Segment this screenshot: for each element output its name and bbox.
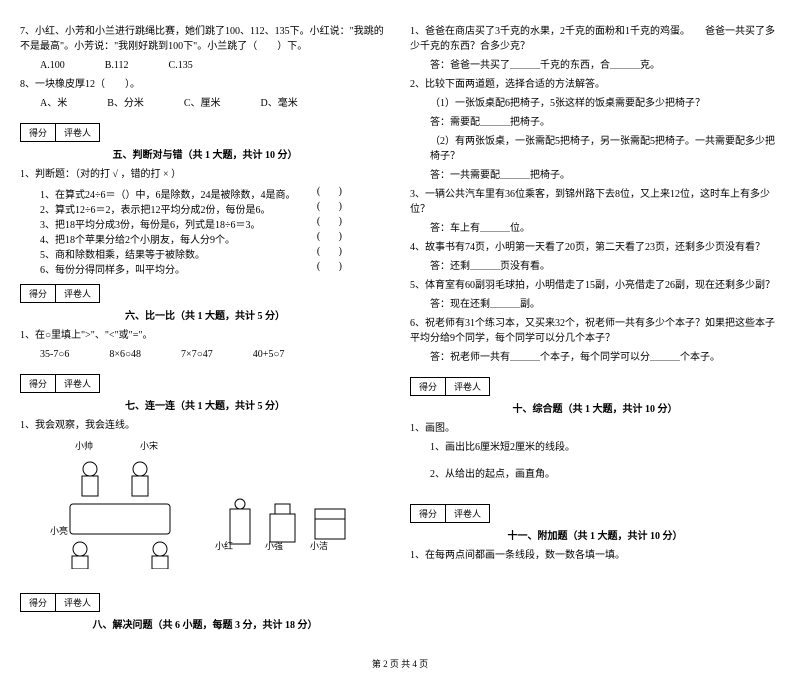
composite-1-2: 2、从给出的起点，画直角。	[410, 467, 780, 482]
problem-2-2-answer: 答：一共需要配＿＿＿把椅子。	[410, 168, 780, 183]
score-box: 得分 评卷人	[20, 593, 100, 612]
score-box: 得分 评卷人	[410, 504, 490, 523]
name-label: 小亮	[50, 524, 68, 537]
score-label: 得分	[21, 375, 56, 392]
question-8: 8、一块橡皮厚12（ ）。	[20, 77, 390, 92]
judge-item: 2、算式12÷6＝2，表示把12平均分成2份，每份是6。	[40, 201, 271, 216]
grader-label: 评卷人	[56, 594, 99, 611]
name-label: 小宋	[140, 439, 158, 452]
problem-1: 1、爸爸在商店买了3千克的水果，2千克的面粉和1千克的鸡蛋。 爸爸一共买了多少千…	[410, 24, 780, 54]
question-8-options: A、米 B、分米 C、厘米 D、毫米	[20, 96, 390, 111]
problem-4: 4、故事书有74页，小明第一天看了20页，第二天看了23页，还剩多少页没有看？	[410, 240, 780, 255]
judge-item: 3、把18平均分成3份，每份是6，列式是18÷6＝3。	[40, 216, 261, 231]
problem-5: 5、体育室有60副羽毛球拍，小明借走了15副，小亮借走了26副，现在还剩多少副？	[410, 278, 780, 293]
problem-2-1: （1）一张饭桌配6把椅子，5张这样的饭桌需要配多少把椅子？	[410, 96, 780, 111]
section-7-title: 七、连一连（共 1 大题，共计 5 分）	[20, 397, 390, 412]
name-label: 小红	[215, 539, 233, 552]
score-box: 得分 评卷人	[20, 374, 100, 393]
problem-5-answer: 答：现在还剩＿＿＿副。	[410, 297, 780, 312]
score-box: 得分 评卷人	[20, 284, 100, 303]
judge-item: 5、商和除数相乘，结果等于被除数。	[40, 246, 205, 261]
score-box: 得分 评卷人	[20, 123, 100, 142]
paren: ( )	[317, 201, 350, 216]
score-label: 得分	[21, 124, 56, 141]
score-label: 得分	[411, 378, 446, 395]
question-7: 7、小红、小芳和小兰进行跳绳比赛，她们跳了100、112、135下。小红说："我…	[20, 24, 390, 54]
composite-1: 1、画图。	[410, 421, 780, 436]
problem-1-answer: 答：爸爸一共买了＿＿＿千克的东西，合＿＿＿克。	[410, 58, 780, 73]
link-header: 1、我会观察，我会连线。	[20, 418, 390, 433]
question-7-options: A.100 B.112 C.135	[20, 58, 390, 73]
score-label: 得分	[411, 505, 446, 522]
grader-label: 评卷人	[446, 505, 489, 522]
problem-2-2: （2）有两张饭桌，一张需配5把椅子，另一张需配5把椅子。一共需要配多少把椅子？	[410, 134, 780, 164]
name-label: 小帅	[75, 439, 93, 452]
problem-3: 3、一辆公共汽车里有36位乘客，到锦州路下去8位，又上来12位，这时车上有多少位…	[410, 187, 780, 217]
grader-label: 评卷人	[56, 285, 99, 302]
link-figure: 小帅 小宋 小亮 小红 小强 小洁	[20, 439, 390, 579]
name-label: 小洁	[310, 539, 328, 552]
score-label: 得分	[21, 594, 56, 611]
paren: ( )	[317, 231, 350, 246]
problem-4-answer: 答：还剩＿＿＿页没有看。	[410, 259, 780, 274]
section-11-title: 十一、附加题（共 1 大题，共计 10 分）	[410, 527, 780, 542]
page-footer: 第 2 页 共 4 页	[20, 657, 780, 670]
score-label: 得分	[21, 285, 56, 302]
section-8-title: 八、解决问题（共 6 小题，每题 3 分，共计 18 分）	[20, 616, 390, 631]
composite-1-1: 1、画出比6厘米短2厘米的线段。	[410, 440, 780, 455]
paren: ( )	[317, 186, 350, 201]
compare-header: 1、在○里填上">"、"<"或"="。	[20, 328, 390, 343]
section-10-title: 十、综合题（共 1 大题，共计 10 分）	[410, 400, 780, 415]
section-5-title: 五、判断对与错（共 1 大题，共计 10 分）	[20, 146, 390, 161]
compare-items: 35-7○6 8×6○48 7×7○47 40+5○7	[20, 347, 390, 362]
problem-6: 6、祝老师有31个练习本，又买来32个，祝老师一共有多少个本子？如果把这些本子平…	[410, 316, 780, 346]
judge-header: 1、判断题：（对的打 √ ，错的打 × ）	[20, 167, 390, 182]
section-6-title: 六、比一比（共 1 大题，共计 5 分）	[20, 307, 390, 322]
grader-label: 评卷人	[56, 375, 99, 392]
grader-label: 评卷人	[446, 378, 489, 395]
judge-item: 6、每份分得同样多，叫平均分。	[40, 261, 185, 276]
problem-2-1-answer: 答：需要配＿＿＿把椅子。	[410, 115, 780, 130]
paren: ( )	[317, 246, 350, 261]
problem-3-answer: 答：车上有＿＿＿位。	[410, 221, 780, 236]
paren: ( )	[317, 216, 350, 231]
judge-item: 4、把18个苹果分给2个小朋友，每人分9个。	[40, 231, 235, 246]
judge-item: 1、在算式24÷6＝（）中，6是除数，24是被除数，4是商。	[40, 186, 296, 201]
problem-2: 2、比较下面两道题，选择合适的方法解答。	[410, 77, 780, 92]
problem-6-answer: 答：祝老师一共有＿＿＿个本子，每个同学可以分＿＿＿个本子。	[410, 350, 780, 365]
name-label: 小强	[265, 539, 283, 552]
paren: ( )	[317, 261, 350, 276]
score-box: 得分 评卷人	[410, 377, 490, 396]
extra-1: 1、在每两点间都画一条线段，数一数各填一填。	[410, 548, 780, 563]
grader-label: 评卷人	[56, 124, 99, 141]
